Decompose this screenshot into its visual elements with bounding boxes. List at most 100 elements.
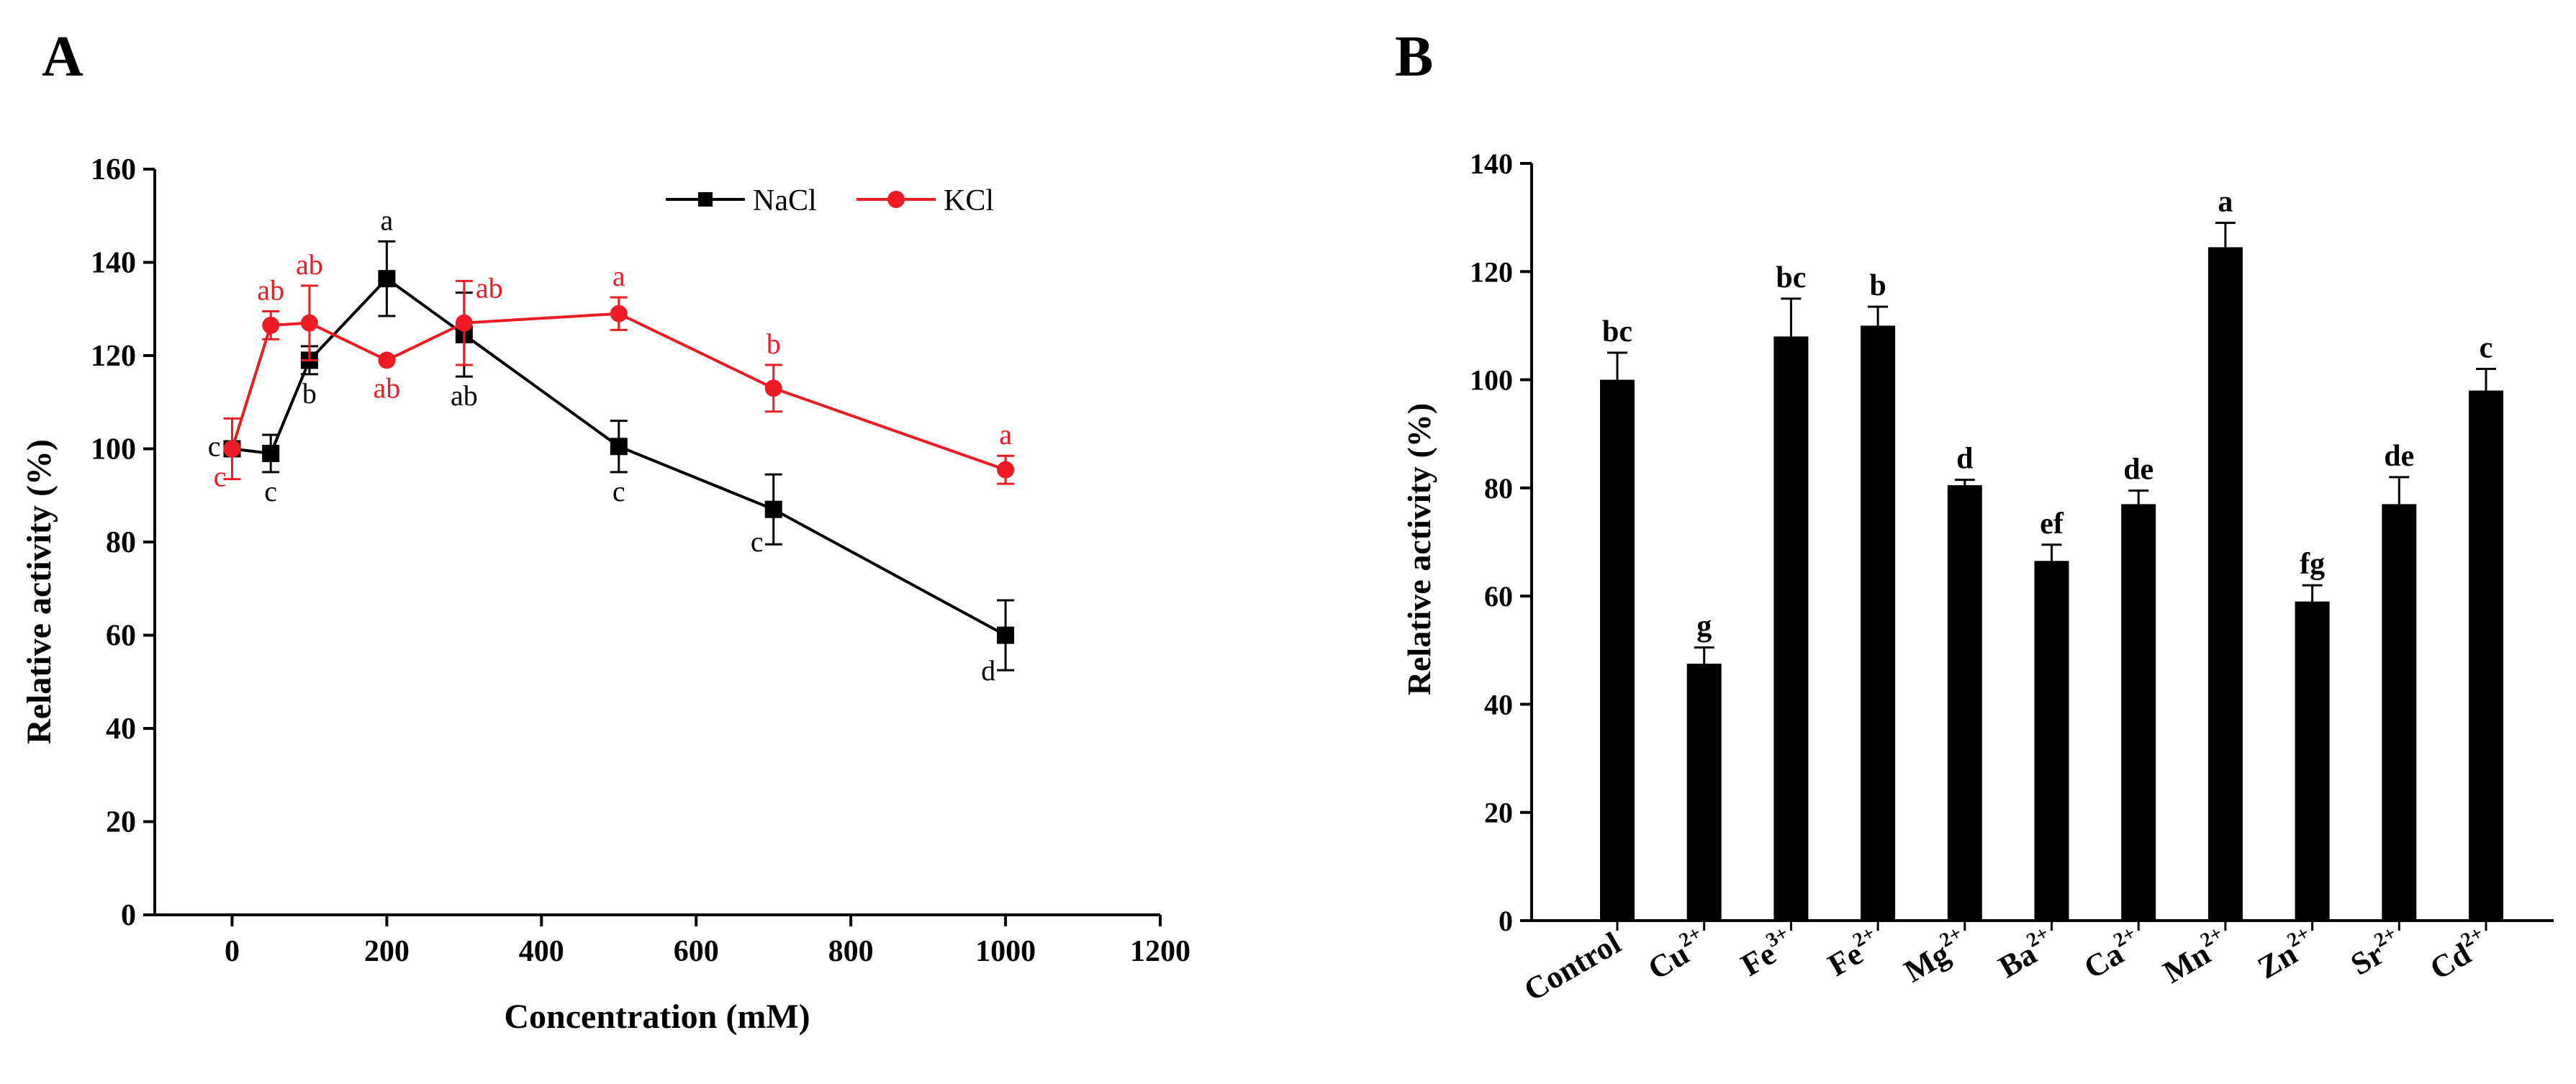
- category-label-base: Control: [1518, 925, 1627, 1008]
- panel-a-x-tick-label: 800: [828, 935, 874, 968]
- significance-letter: c: [208, 430, 221, 463]
- panel-a-letter: A: [42, 25, 83, 89]
- panel-b-y-tick-label: 60: [1484, 580, 1513, 613]
- bar: [1686, 664, 1722, 921]
- bar: [2034, 561, 2069, 921]
- significance-letter: a: [381, 204, 394, 236]
- bar-group: ef: [2034, 507, 2069, 921]
- panel-a-y-tick-label: 0: [121, 899, 136, 932]
- data-point-circle: [764, 379, 782, 397]
- bar-group: d: [1947, 443, 1982, 921]
- significance-letter: bc: [1602, 315, 1632, 348]
- bar-group: b: [1861, 269, 1896, 921]
- legend-kcl-label: KCl: [944, 184, 994, 217]
- panel-a-y-tick-label: 160: [91, 153, 136, 186]
- significance-letter: g: [1696, 610, 1712, 643]
- panel-b-y-axis-title: Relative activity (%): [1401, 403, 1437, 695]
- bar: [2207, 247, 2243, 921]
- panel-b-y-tick-label: 100: [1470, 364, 1513, 397]
- panel-a-axes: 0 20 40 60 80 100 120 140 160 0 200 400 600 800 1000 12…: [91, 153, 1190, 968]
- panel-a-y-tick-label: 20: [106, 806, 136, 839]
- data-point-circle: [455, 314, 473, 332]
- significance-letter: ab: [257, 274, 284, 306]
- data-point-square: [262, 444, 280, 462]
- bar: [1861, 325, 1896, 921]
- data-point-circle: [610, 304, 628, 322]
- category-label: Fe3+: [1733, 922, 1800, 983]
- significance-letter: a: [2218, 186, 2233, 219]
- panel-a-y-tick-label: 40: [106, 713, 136, 746]
- significance-letter: ab: [296, 248, 323, 281]
- data-point-circle: [262, 316, 280, 334]
- category-label: Ca2+: [2076, 922, 2148, 986]
- category-label: Ba2+: [1991, 922, 2061, 985]
- panel-b-bar-chart: B Relative activity (%) 0 20 40 60 80 100 120 1…: [1395, 25, 2554, 1008]
- significance-letter: a: [999, 418, 1012, 451]
- data-point-square: [764, 500, 782, 518]
- bar-group: fg: [2295, 548, 2330, 921]
- category-label: Fe2+: [1820, 922, 1887, 983]
- panel-b-y-tick-label: 120: [1470, 256, 1513, 288]
- significance-letter: ef: [2040, 507, 2064, 541]
- bar: [2121, 504, 2156, 921]
- panel-a-x-tick-label: 600: [674, 935, 719, 968]
- legend-nacl-marker: [698, 192, 713, 207]
- panel-a-y-axis-title: Relative activity (%): [20, 439, 58, 744]
- significance-letter: b: [1869, 269, 1886, 302]
- bar-group: bc: [1600, 315, 1635, 921]
- data-point-circle: [300, 314, 318, 332]
- legend: NaCl KCl: [666, 184, 994, 217]
- category-label: Mn2+: [2156, 922, 2235, 990]
- significance-letter: d: [1956, 443, 1973, 476]
- panel-a-x-tick-label: 200: [364, 935, 410, 968]
- panel-a-y-tick-label: 80: [106, 526, 136, 559]
- panel-b-y-tick-label: 20: [1484, 797, 1513, 829]
- bar-group: a: [2207, 186, 2243, 921]
- panel-a-x-axis-title: Concentration (mM): [504, 998, 810, 1036]
- data-point-square: [610, 438, 628, 456]
- bar: [2382, 504, 2417, 921]
- bar: [1947, 485, 1982, 921]
- bar: [2469, 390, 2503, 921]
- series-nacl-line: [232, 276, 1007, 637]
- significance-letter: ab: [374, 371, 401, 404]
- significance-letter: de: [2123, 453, 2154, 487]
- significance-letter: b: [302, 377, 317, 410]
- bar: [1600, 379, 1635, 921]
- significance-letter: d: [981, 654, 995, 687]
- panel-a-line-chart: A Relative activity (%) Concentration (m…: [20, 25, 1190, 1036]
- significance-letter: a: [613, 260, 625, 292]
- legend-nacl-label: NaCl: [753, 184, 817, 217]
- panel-a-x-tick-label: 0: [225, 935, 240, 968]
- bar-group: de: [2382, 440, 2417, 921]
- bar-group: bc: [1773, 261, 1809, 921]
- panel-b-y-tick-label: 80: [1484, 472, 1513, 505]
- significance-letter: bc: [1776, 261, 1806, 294]
- significance-letter: c: [214, 461, 227, 493]
- bar-group: g: [1686, 610, 1722, 921]
- data-point-square: [997, 626, 1015, 644]
- significance-letter: c: [613, 475, 625, 507]
- panel-b-y-tick-label: 40: [1484, 688, 1513, 721]
- legend-kcl-marker: [887, 191, 905, 208]
- panel-a-x-tick-label: 400: [519, 935, 564, 968]
- bar: [1773, 336, 1809, 921]
- panel-a-y-tick-label: 140: [91, 247, 136, 280]
- significance-letter: fg: [2300, 548, 2325, 581]
- data-point-square: [378, 270, 396, 288]
- panel-a-y-tick-label: 120: [91, 340, 136, 373]
- bar-group: de: [2121, 453, 2156, 921]
- significance-letter: c: [751, 525, 764, 558]
- panel-b-y-tick-label: 0: [1499, 905, 1513, 937]
- significance-letter: b: [767, 328, 781, 360]
- legend-item-nacl: NaCl: [666, 184, 817, 217]
- panel-a-x-tick-label: 1200: [1130, 935, 1190, 968]
- panel-b-letter: B: [1395, 25, 1433, 89]
- category-label: Control: [1518, 925, 1627, 1008]
- significance-letter: c: [2480, 332, 2493, 365]
- data-point-circle: [223, 440, 241, 458]
- bar-group: c: [2469, 332, 2503, 921]
